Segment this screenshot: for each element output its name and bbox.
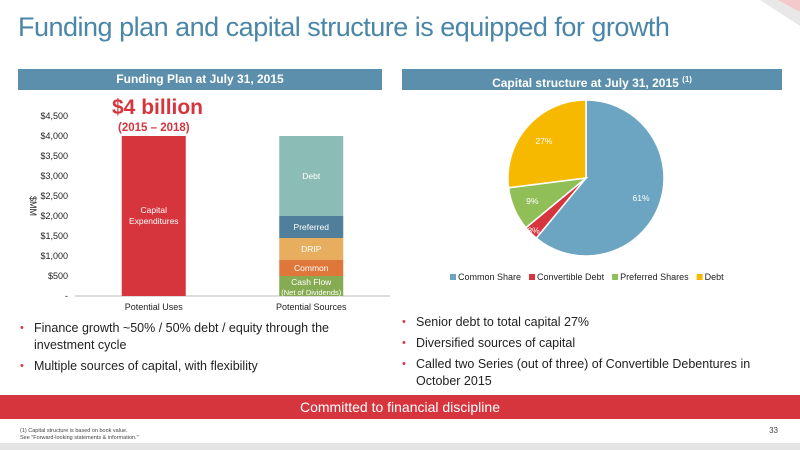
funding-period-callout: (2015 – 2018) — [118, 122, 190, 134]
pie-slice-label: 9% — [526, 196, 539, 206]
list-item: • Called two Series (out of three) of Con… — [400, 356, 780, 390]
bar-segment — [279, 136, 344, 216]
list-item: • Diversified sources of capital — [400, 335, 780, 352]
capital-structure-header: Capital structure at July 31, 2015 (1) — [402, 69, 782, 90]
legend-swatch — [696, 274, 703, 280]
bullet-text: Multiple sources of capital, with flexib… — [34, 359, 258, 373]
corner-decoration — [760, 0, 800, 26]
bar-segment — [279, 260, 344, 276]
y-tick-label: $3,000 — [40, 171, 68, 181]
y-tick-label: - — [65, 291, 68, 301]
bullet-glyph: • — [20, 322, 24, 334]
legend-label: Preferred Shares — [620, 272, 689, 282]
y-tick-label: $3,500 — [40, 151, 68, 161]
x-category-label: Potential Sources — [276, 302, 347, 312]
x-category-label: Potential Uses — [125, 302, 184, 312]
bar-segment-label: Capital — [141, 205, 168, 215]
bullet-glyph: • — [20, 360, 24, 372]
pie-slice-label: 3% — [527, 225, 540, 235]
footnote-forward-looking: See "Forward-looking statements & inform… — [20, 435, 139, 441]
pie-slice-label: 61% — [633, 193, 650, 203]
y-tick-label: $2,500 — [40, 191, 68, 201]
y-tick-label: $4,000 — [40, 131, 68, 141]
list-item: • Senior debt to total capital 27% — [400, 314, 780, 331]
bullet-text: Called two Series (out of three) of Conv… — [416, 357, 751, 388]
y-tick-label: $1,000 — [40, 251, 68, 261]
bar-segment — [121, 136, 186, 296]
bullet-glyph: • — [402, 358, 406, 370]
bar-segment-label: Debt — [302, 171, 321, 181]
legend-label: Debt — [705, 272, 725, 282]
capital-structure-header-text: Capital structure at July 31, 2015 — [492, 76, 679, 90]
legend-label: Convertible Debt — [537, 272, 605, 282]
y-tick-label: $500 — [48, 271, 68, 281]
y-tick-label: $1,500 — [40, 231, 68, 241]
legend-label: Common Share — [458, 272, 521, 282]
bar-segment-label: Common — [294, 263, 329, 273]
pie-slice — [507, 99, 587, 189]
list-item: • Finance growth ~50% / 50% debt / equity… — [18, 320, 388, 354]
funding-plan-header: Funding Plan at July 31, 2015 — [18, 69, 382, 90]
list-item: • Multiple sources of capital, with flexi… — [18, 358, 388, 375]
bullet-text: Diversified sources of capital — [416, 336, 576, 350]
funding-plan-chart: - $500 $1,000 $1,500 $2,000 $2,500 $3,000 $3,50… — [28, 111, 390, 312]
bar-segment-label: Preferred — [294, 222, 330, 232]
capital-structure-pie-chart: 61% 3% 9% 27% Common Share Convertible Debt Pr… — [450, 99, 725, 282]
legend-swatch — [450, 274, 456, 280]
bullet-text: Senior debt to total capital 27% — [416, 315, 590, 329]
bullet-glyph: • — [402, 316, 406, 328]
page-title: Funding plan and capital structure is eq… — [18, 12, 670, 42]
footer-bar — [0, 443, 800, 450]
legend-swatch — [529, 274, 536, 280]
bar-segment — [279, 238, 344, 260]
capital-structure-footnote-ref: (1) — [682, 75, 692, 84]
bar-segment — [279, 216, 344, 238]
y-tick-label: $4,500 — [40, 111, 68, 121]
left-bullet-list: • Finance growth ~50% / 50% debt / equity… — [18, 320, 388, 379]
pie-slice-label: 27% — [535, 136, 552, 146]
pie-slice — [535, 99, 665, 257]
bar-segment-label: Cash Flow — [291, 277, 332, 287]
bar-segment — [279, 276, 344, 296]
bar-segment-label: Expenditures — [129, 216, 179, 226]
y-tick-label: $2,000 — [40, 211, 68, 221]
bar-segment-sublabel: (Net of Dividends) — [281, 288, 342, 297]
y-axis-label: $MM — [28, 196, 38, 216]
funding-amount-callout: $4 billion — [112, 96, 204, 119]
funding-plan-header-text: Funding Plan at July 31, 2015 — [116, 72, 284, 86]
page-number: 33 — [769, 426, 778, 435]
legend-swatch — [612, 274, 619, 280]
bar-segment-label: DRIP — [301, 244, 322, 254]
footnote-capital-structure: (1) Capital structure is based on book v… — [20, 428, 128, 434]
bullet-text: Finance growth ~50% / 50% debt / equity … — [34, 321, 329, 352]
discipline-banner: Committed to financial discipline — [0, 395, 800, 419]
right-bullet-list: • Senior debt to total capital 27% • Diver… — [400, 314, 780, 394]
footnotes: (1) Capital structure is based on book v… — [20, 428, 139, 442]
bullet-glyph: • — [402, 337, 406, 349]
